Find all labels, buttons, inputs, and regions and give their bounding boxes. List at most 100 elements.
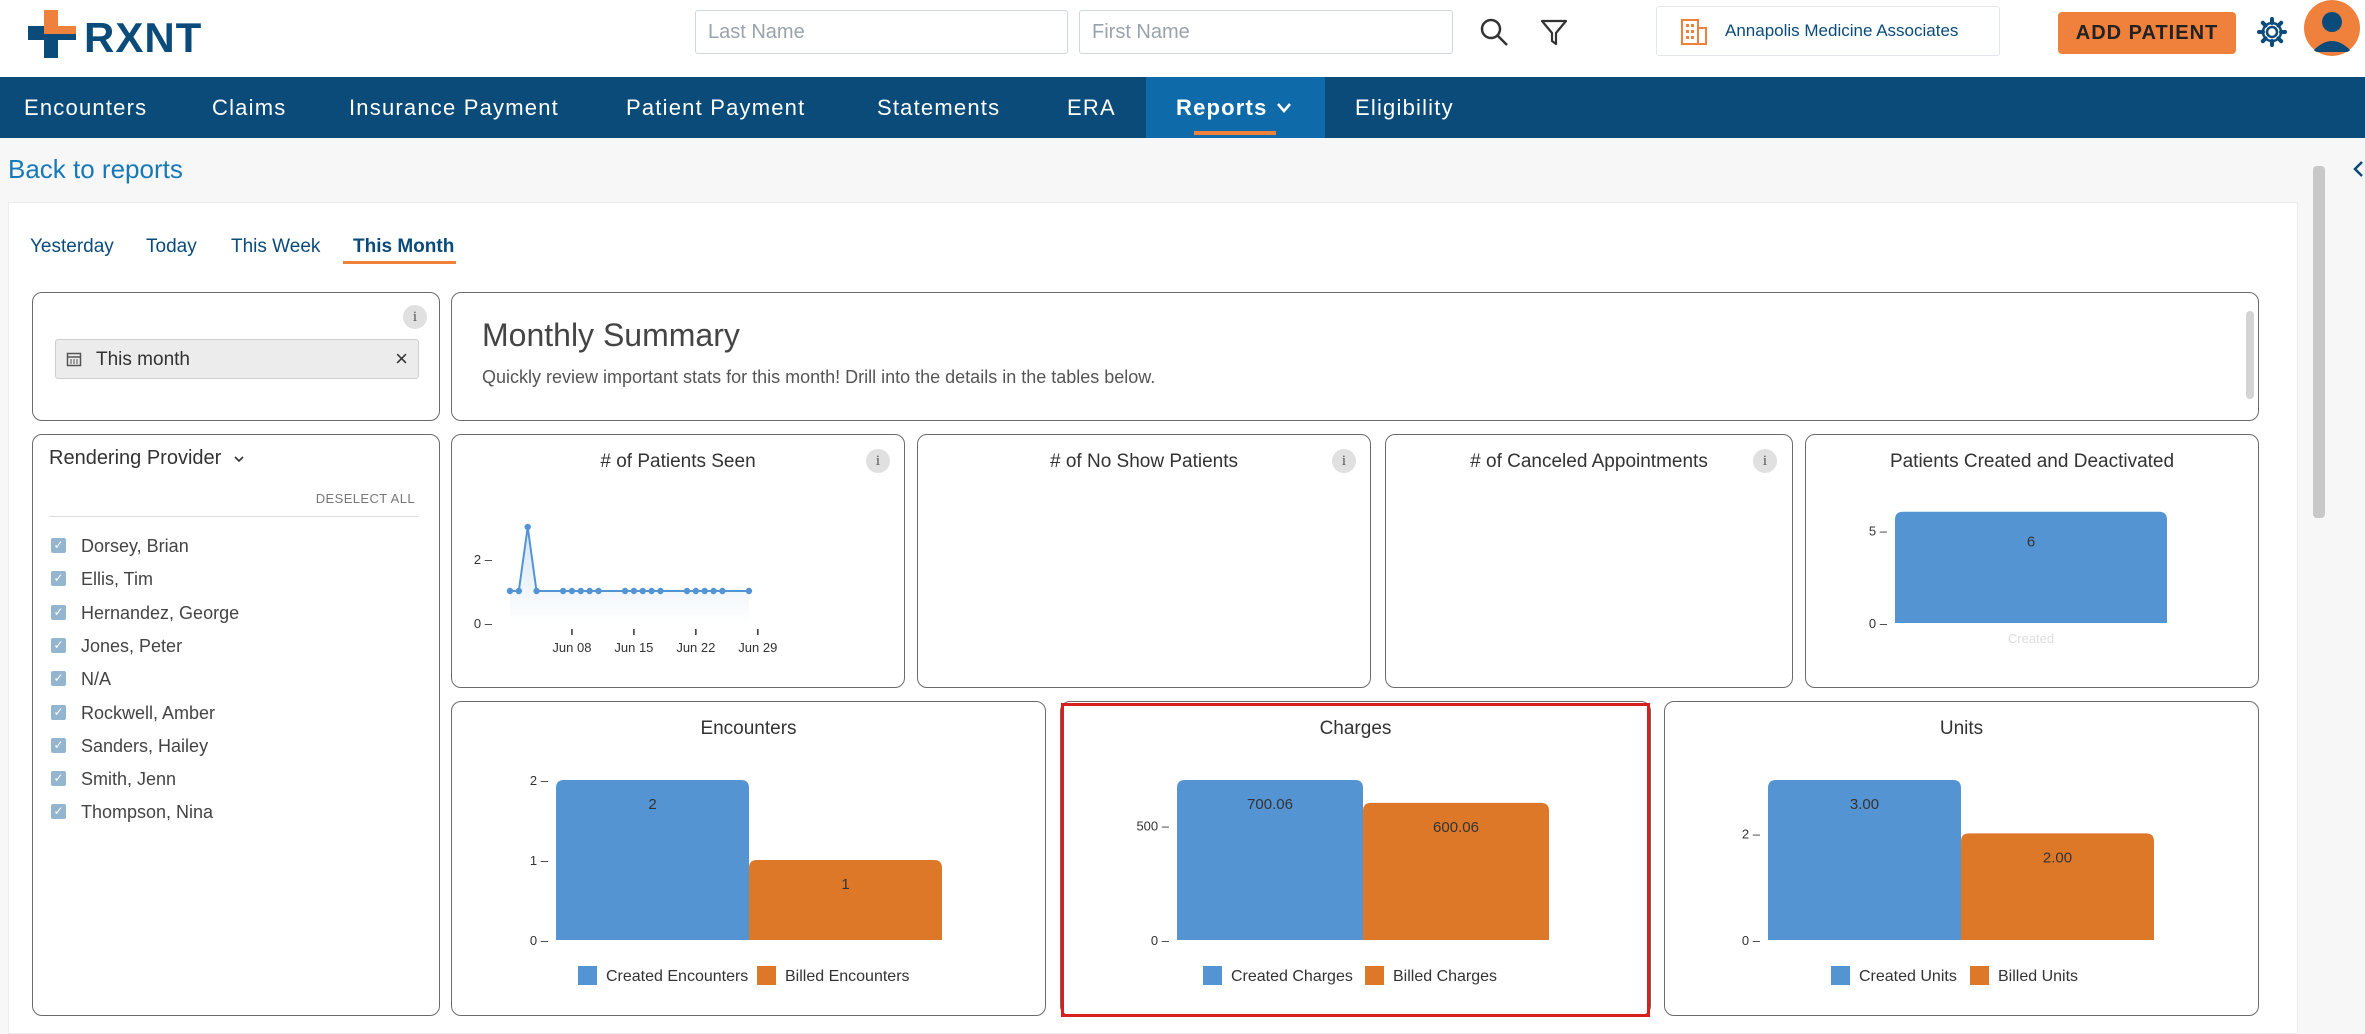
bar [1177,780,1363,940]
collapse-panel-icon[interactable] [2351,160,2365,178]
y-tick-label: 0 – [474,616,493,631]
provider-checkbox[interactable]: ✓ [51,704,66,720]
provider-checkbox[interactable]: ✓ [51,671,66,687]
patients-created-deactivated-card: Patients Created and Deactivated 0 – 5 – 6… [1805,434,2259,688]
legend-label: Billed Encounters [785,968,910,985]
data-point [683,587,691,595]
provider-checkbox[interactable]: ✓ [51,637,66,653]
provider-filter-card: Rendering Provider DESELECT ALL ✓ Dorsey,… [32,434,440,1016]
bar [1768,780,1961,940]
tab-this-month[interactable]: This Month [353,236,455,257]
nav-encounters[interactable]: Encounters [24,95,148,120]
chevron-down-icon [1277,103,1291,113]
date-range-field[interactable]: This month × [55,339,419,379]
provider-filter-title: Rendering Provider [49,447,222,469]
legend-swatch [1203,966,1222,985]
legend-swatch [1970,966,1989,985]
filter-icon[interactable] [1538,16,1570,48]
legend-label: Billed Charges [1393,968,1497,985]
nav-era[interactable]: ERA [1067,95,1116,120]
provider-checkbox[interactable]: ✓ [51,571,66,587]
summary-title: Monthly Summary [482,317,740,353]
bar-value-label: 700.06 [1247,796,1293,813]
legend-label: Created Charges [1231,968,1353,985]
units-chart: 0 – 2 – 3.00 Created Units 2.00 Billed Units [1742,780,2154,985]
page-scrollbar[interactable] [2313,166,2325,518]
practice-selector[interactable]: Annapolis Medicine Associates [1656,6,2000,56]
bar-value-label: 2 [648,796,656,813]
provider-checkbox[interactable]: ✓ [51,604,66,620]
data-point [657,587,664,595]
x-tick-label: Jun 15 [614,640,653,655]
charges-chart: 0 – 500 – 700.06 Created Charges 600.06 Bille… [1136,780,1549,985]
brand-name: RXNT [84,14,203,61]
rxnt-logo[interactable]: RXNT [26,8,206,61]
x-tick-label: Jun 22 [676,640,715,655]
clear-date-icon[interactable]: × [395,346,408,371]
encounters-chart: 0 – 1 – 2 – 2 Created Encounters 1 Billed Enco… [530,773,942,985]
avatar[interactable] [2302,0,2362,56]
data-point [568,587,576,595]
provider-filter-toggle[interactable]: Rendering Provider [49,447,245,470]
date-range-value: This month [96,349,190,370]
data-point [559,587,567,595]
encounters-card: Encounters 0 – 1 – 2 – 2 Created Encounters 1… [451,701,1046,1016]
card-title: Encounters [700,718,797,739]
x-tick-label: Created [2008,631,2054,646]
nav-claims[interactable]: Claims [212,95,287,120]
gear-icon[interactable] [2256,16,2288,48]
card-title: Charges [1319,718,1392,739]
nav-eligibility[interactable]: Eligibility [1355,95,1454,120]
practice-name: Annapolis Medicine Associates [1725,21,1959,40]
last-name-input[interactable] [695,10,1068,54]
y-tick-label: 2 – [530,773,549,788]
chevron-down-icon [234,456,244,463]
deselect-all-button[interactable]: DESELECT ALL [315,491,415,506]
first-name-input[interactable] [1079,10,1453,54]
provider-checkbox[interactable]: ✓ [51,771,66,787]
legend-label: Created Units [1859,968,1957,985]
patients-seen-chart: 0 – 2 – Jun 08 Jun 15 Jun 22 Jun 29 [474,523,777,655]
provider-label: Ellis, Tim [81,569,153,590]
info-icon[interactable]: i [1332,449,1356,473]
charges-highlight-box [1061,703,1650,1017]
back-to-reports-link[interactable]: Back to reports [8,154,183,184]
summary-scrollbar[interactable] [2246,311,2254,399]
legend-swatch [1365,966,1384,985]
provider-checkbox[interactable]: ✓ [51,538,66,553]
tab-this-week[interactable]: This Week [231,236,321,257]
provider-label: Jones, Peter [81,635,183,656]
calendar-icon [66,352,82,367]
y-tick-label: 500 – [1136,819,1169,834]
bar-value-label: 3.00 [1850,796,1879,813]
legend-swatch [757,966,776,985]
nav-reports[interactable]: Reports [1146,77,1325,138]
tab-yesterday[interactable]: Yesterday [30,236,114,257]
nav-statements[interactable]: Statements [877,95,1001,120]
search-icon[interactable] [1478,16,1510,48]
nav-patient-payment[interactable]: Patient Payment [626,95,806,120]
legend-label: Created Encounters [606,968,748,985]
y-tick-label: 5 – [1869,523,1888,538]
card-title: # of Canceled Appointments [1470,451,1708,472]
date-filter-card: i This month × [32,292,440,421]
bar [749,860,942,940]
nav-insurance-payment[interactable]: Insurance Payment [349,95,559,120]
data-point [692,587,700,595]
provider-checkbox[interactable]: ✓ [51,804,66,820]
summary-subtitle: Quickly review important stats for this … [482,367,1156,387]
canceled-appointments-card: # of Canceled Appointments i [1385,434,1793,688]
info-icon[interactable]: i [1753,449,1777,473]
data-point [586,587,593,595]
add-patient-button[interactable]: ADD PATIENT [2058,12,2236,54]
tab-today[interactable]: Today [146,236,197,257]
units-card: Units 0 – 2 – 3.00 Created Units 2.00 Billed … [1664,701,2259,1016]
legend-label: Billed Units [1998,968,2078,985]
tab-active-indicator [343,261,456,264]
info-icon[interactable]: i [866,449,890,473]
provider-label: N/A [81,669,112,690]
top-header: RXNT Annapolis Medicine Associates ADD P… [0,0,2365,77]
data-point [648,587,655,595]
info-icon[interactable]: i [403,305,427,329]
provider-checkbox[interactable]: ✓ [51,737,66,753]
